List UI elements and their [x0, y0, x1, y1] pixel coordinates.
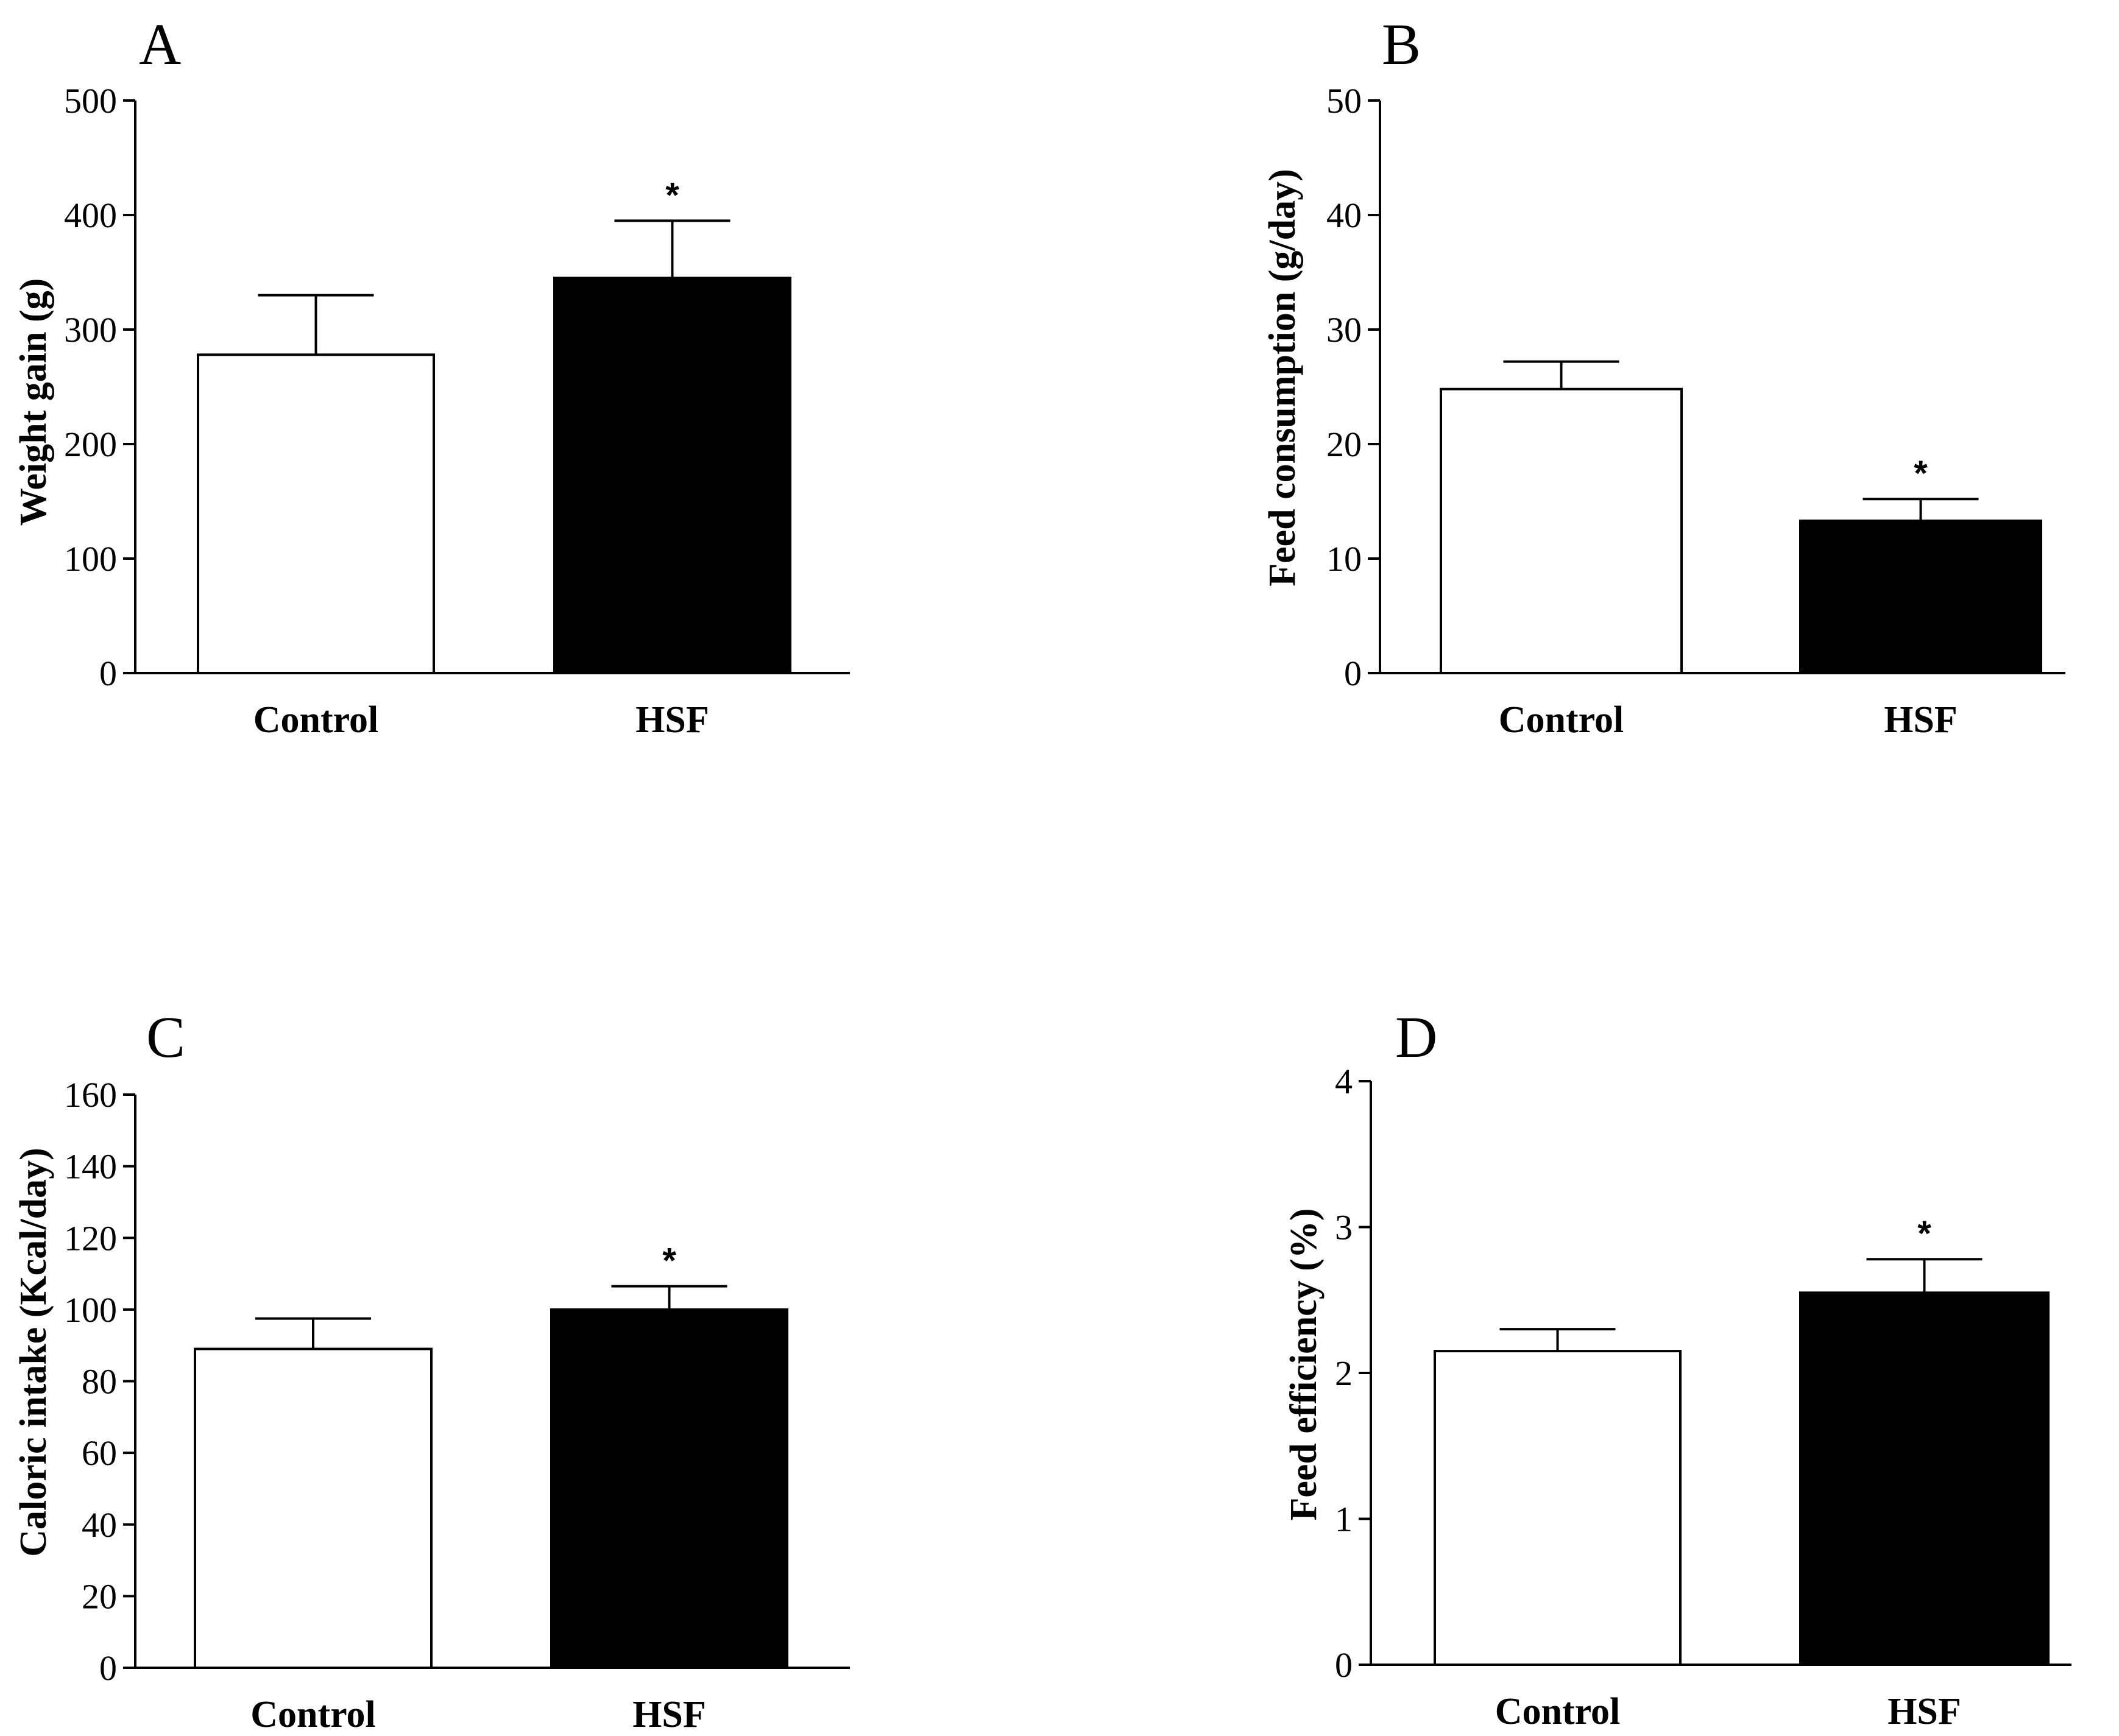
y-tick-label-b: 50 — [1326, 81, 1362, 121]
y-tick-label-a: 0 — [99, 654, 117, 693]
category-label-d-control: Control — [1495, 1691, 1621, 1732]
panel-letter-c: C — [146, 1004, 185, 1070]
category-label-b-hsf: HSF — [1884, 699, 1958, 741]
significance-marker-d-hsf: * — [1917, 1214, 1931, 1254]
bar-c-control — [194, 1347, 433, 1670]
panel-c: C Caloric intake (Kcal/day) 0 20 40 60 80 100… — [13, 1004, 850, 1735]
y-tick-label-c: 140 — [64, 1147, 117, 1187]
bar-a-hsf — [553, 277, 791, 674]
y-tick-label-c: 20 — [82, 1576, 117, 1616]
y-tick-label-b: 10 — [1326, 539, 1362, 579]
y-tick-label-a: 500 — [64, 81, 117, 121]
y-axis-title-b: Feed consumption (g/day) — [1262, 169, 1303, 586]
bar-a-control — [197, 353, 435, 674]
y-tick-label-c: 60 — [82, 1433, 117, 1473]
y-tick-label-d: 2 — [1335, 1353, 1353, 1393]
y-axis-title-d: Feed efficiency (%) — [1283, 1208, 1325, 1521]
y-tick-label-a: 400 — [64, 196, 117, 235]
panel-letter-a: A — [139, 12, 181, 77]
y-tick-label-b: 40 — [1326, 196, 1362, 235]
y-tick-label-c: 120 — [64, 1218, 117, 1258]
y-tick-label-d: 3 — [1335, 1208, 1353, 1247]
y-axis-title-a: Weight gain (g) — [13, 278, 54, 526]
category-label-a-hsf: HSF — [635, 699, 709, 741]
significance-marker-a-hsf: * — [665, 175, 679, 215]
y-tick-label-c: 80 — [82, 1362, 117, 1402]
y-tick-label-a: 100 — [64, 539, 117, 579]
bar-d-hsf — [1799, 1291, 2050, 1666]
y-tick-label-d: 0 — [1335, 1645, 1353, 1685]
category-label-c-hsf: HSF — [632, 1694, 706, 1735]
category-label-d-hsf: HSF — [1887, 1691, 1961, 1732]
category-label-c-control: Control — [250, 1694, 376, 1735]
bar-c-hsf — [550, 1308, 788, 1669]
panel-a: A Weight gain (g) 0 100 200 300 400 500 Contro… — [13, 12, 850, 741]
y-tick-label-d: 1 — [1335, 1500, 1353, 1539]
bar-b-control — [1440, 387, 1683, 674]
y-tick-label-d: 4 — [1335, 1062, 1353, 1101]
significance-marker-b-hsf: * — [1914, 454, 1928, 493]
panel-letter-b: B — [1382, 12, 1421, 77]
y-tick-label-a: 200 — [64, 425, 117, 464]
category-label-b-control: Control — [1499, 699, 1624, 741]
y-tick-label-b: 30 — [1326, 310, 1362, 350]
panel-letter-d: D — [1395, 1004, 1437, 1070]
panel-b: B Feed consumption (g/day) 0 10 20 30 40 50 Co… — [1262, 12, 2065, 741]
y-tick-label-b: 0 — [1344, 654, 1362, 693]
y-tick-label-c: 160 — [64, 1075, 117, 1115]
y-tick-label-c: 100 — [64, 1290, 117, 1330]
y-tick-label-c: 0 — [99, 1648, 117, 1688]
y-tick-label-a: 300 — [64, 310, 117, 350]
bar-b-hsf — [1799, 519, 2042, 675]
y-tick-label-c: 40 — [82, 1505, 117, 1545]
y-axis-title-c: Caloric intake (Kcal/day) — [13, 1148, 54, 1557]
category-label-a-control: Control — [253, 699, 379, 741]
panel-d: D Feed efficiency (%) 0 1 2 3 4 Control HSF * — [1283, 1004, 2071, 1732]
y-tick-label-b: 20 — [1326, 425, 1362, 464]
significance-marker-c-hsf: * — [662, 1241, 676, 1281]
bar-d-control — [1434, 1350, 1682, 1666]
